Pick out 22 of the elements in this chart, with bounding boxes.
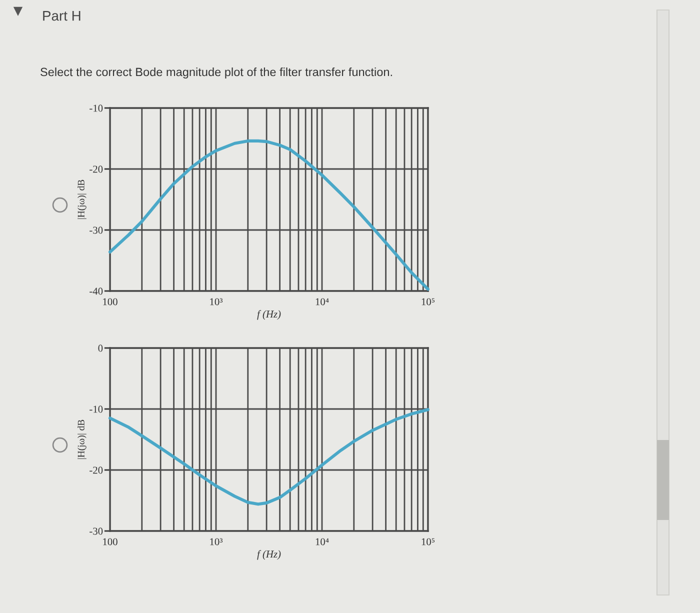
x-tick-label: 100 [103, 538, 118, 546]
y-axis-title: |H(jω)| dB [78, 420, 86, 459]
chart-title: Part H [43, 11, 80, 21]
x-tick-label: 10³ [210, 538, 223, 546]
y-tick-label: -20 [90, 166, 103, 173]
y-tick-label: -10 [90, 406, 103, 413]
chart-subtitle: Select the correct Bode magnitude plot of the filter transfer function. [40, 68, 392, 79]
y-tick-label: -20 [90, 466, 103, 474]
y-tick-label: -10 [90, 104, 103, 112]
x-axis-title: f (Hz) [257, 310, 281, 320]
x-tick-label: 100 [103, 298, 118, 306]
y-tick-label: -40 [90, 288, 103, 295]
x-tick-label: 10³ [210, 298, 223, 306]
x-tick-label: 10⁴ [316, 538, 329, 546]
y-axis-title: |H(jω)| dB [78, 180, 86, 219]
y-tick-label: 0 [98, 344, 103, 352]
x-tick-label: 10⁵ [422, 538, 435, 546]
y-tick-label: -30 [90, 528, 103, 535]
x-axis-title: f (Hz) [257, 550, 281, 560]
x-tick-label: 10⁵ [422, 298, 435, 306]
y-tick-label: -30 [90, 226, 103, 234]
x-tick-label: 10⁴ [316, 298, 329, 306]
